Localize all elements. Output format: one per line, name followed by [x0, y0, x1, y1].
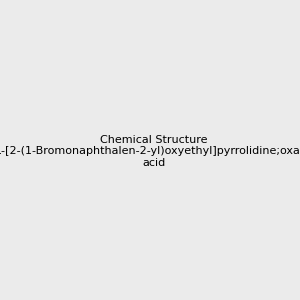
Text: Chemical Structure
1-[2-(1-Bromonaphthalen-2-yl)oxyethyl]pyrrolidine;oxalic acid: Chemical Structure 1-[2-(1-Bromonaphthal…	[0, 135, 300, 168]
